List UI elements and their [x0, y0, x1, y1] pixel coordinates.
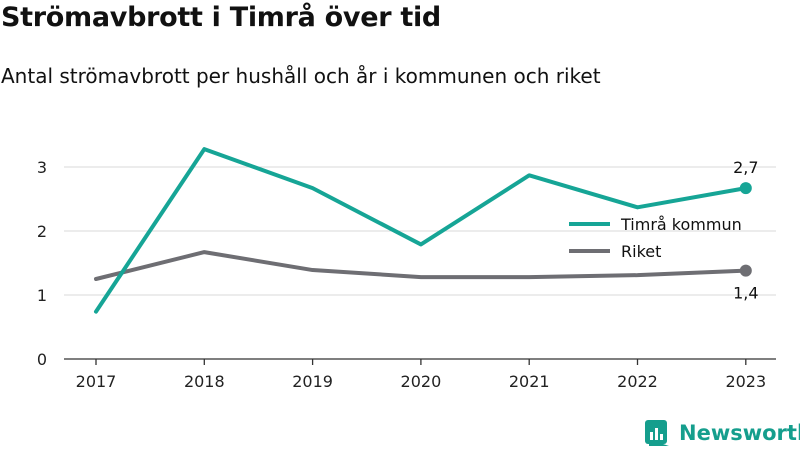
chart-subtitle: Antal strömavbrott per hushåll och år i …: [1, 64, 601, 88]
x-tick-label: 2019: [292, 372, 333, 391]
end-label: 1,4: [733, 284, 758, 303]
series-end-point: [739, 264, 752, 277]
end-labels: 2,7 1,4: [733, 158, 758, 303]
series-lines: [94, 147, 752, 314]
series-line-2: [94, 250, 748, 281]
chart-title: Strömavbrott i Timrå över tid: [1, 2, 441, 33]
line-chart: 0 1 2 3 2017 2018 2019 2020 2021 2022 2023 Timrå k…: [37, 147, 776, 391]
y-tick-label: 1: [37, 286, 47, 305]
newsworthy-logo-icon: [645, 420, 669, 446]
brand-name: Newsworthy: [679, 421, 800, 445]
x-tick-label: 2017: [76, 372, 117, 391]
brand: Newsworthy: [645, 420, 800, 446]
y-tick-label: 2: [37, 222, 47, 241]
x-tick-label: 2020: [401, 372, 442, 391]
x-tick-label: 2018: [184, 372, 225, 391]
axes: 0 1 2 3 2017 2018 2019 2020 2021 2022 2023: [37, 158, 776, 391]
x-tick-label: 2023: [725, 372, 766, 391]
end-label: 2,7: [733, 158, 758, 177]
x-tick-label: 2021: [509, 372, 550, 391]
grid-lines: [64, 166, 776, 296]
series-end-point: [739, 182, 752, 195]
x-tick-label: 2022: [617, 372, 658, 391]
legend: Timrå kommun Riket: [569, 215, 742, 261]
legend-label: Riket: [621, 242, 661, 261]
legend-label: Timrå kommun: [620, 215, 742, 234]
series-line-1: [94, 147, 748, 314]
y-tick-label: 0: [37, 350, 47, 369]
y-tick-label: 3: [37, 158, 47, 177]
